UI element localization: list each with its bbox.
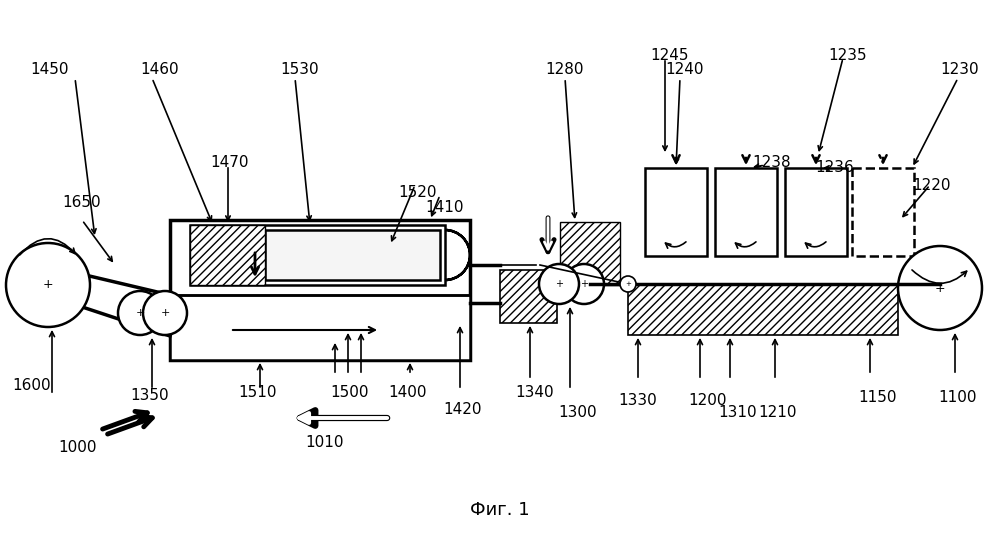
Bar [190,225,265,285]
Text: 1510: 1510 [238,385,277,400]
Bar [170,220,470,360]
Circle shape [620,276,636,292]
Text: Фиг. 1: Фиг. 1 [470,501,529,519]
Text: +: + [160,308,170,318]
Circle shape [118,291,162,335]
Bar [170,295,470,360]
Text: 1236: 1236 [815,160,854,175]
Text: 1470: 1470 [210,155,249,170]
Text: +: + [135,308,145,318]
Text: +: + [625,281,631,287]
Text: +: + [555,279,563,289]
Text: 1420: 1420 [443,402,482,417]
Text: +: + [580,279,588,289]
Text: 1210: 1210 [758,405,796,420]
Text: 1235: 1235 [828,48,866,63]
Bar [560,222,620,285]
Circle shape [6,243,90,327]
Text: 1460: 1460 [140,62,179,77]
Text: 1450: 1450 [30,62,69,77]
Text: 1240: 1240 [665,62,703,77]
Text: +: + [935,281,945,294]
Text: 1010: 1010 [305,435,344,450]
Text: 1220: 1220 [912,178,950,193]
Text: 1340: 1340 [515,385,553,400]
Bar [852,168,914,256]
Text: 1230: 1230 [940,62,979,77]
Text: 1150: 1150 [858,390,896,405]
Text: 1410: 1410 [425,200,464,215]
Text: 1300: 1300 [558,405,596,420]
Text: 1245: 1245 [650,48,688,63]
Text: 1310: 1310 [718,405,756,420]
Circle shape [539,264,579,304]
Bar [645,168,707,256]
Text: 1350: 1350 [130,388,169,403]
Bar [715,168,777,256]
Text: 1280: 1280 [545,62,583,77]
Text: 1238: 1238 [752,155,790,170]
Text: 1000: 1000 [58,440,97,455]
Circle shape [564,264,604,304]
Text: 1500: 1500 [330,385,369,400]
Text: 1200: 1200 [688,393,726,408]
Circle shape [143,291,187,335]
Circle shape [898,246,982,330]
Text: 1520: 1520 [398,185,437,200]
Bar [190,225,445,285]
Bar [500,270,557,323]
Text: 1530: 1530 [280,62,319,77]
Text: 1330: 1330 [618,393,656,408]
Text: 1400: 1400 [388,385,427,400]
Text: +: + [43,279,53,292]
Text: 1100: 1100 [938,390,976,405]
Text: 1650: 1650 [62,195,101,210]
Text: 1600: 1600 [12,378,51,393]
Bar [785,168,847,256]
Bar [265,230,440,280]
Bar [628,285,898,335]
